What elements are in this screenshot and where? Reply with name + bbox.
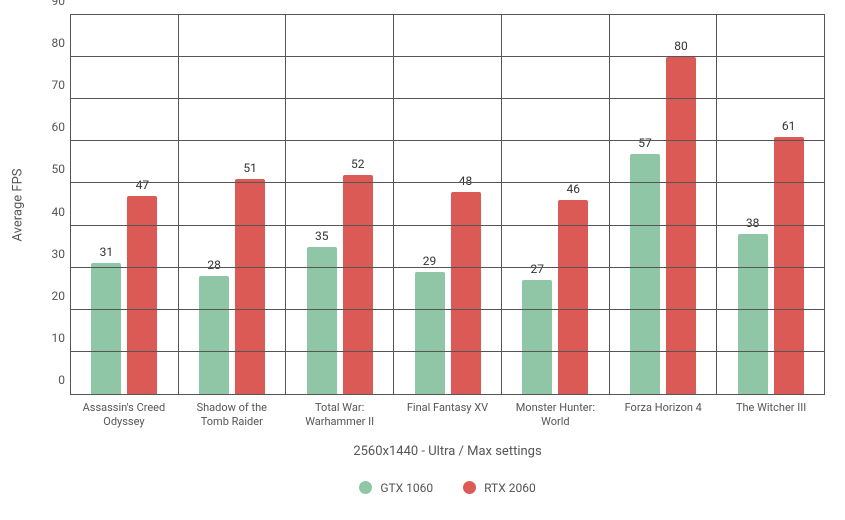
bar-value-label: 51 [243, 161, 257, 175]
x-tick-label: Forza Horizon 4 [609, 395, 717, 430]
bar: 51 [235, 179, 265, 394]
legend-label: RTX 2060 [484, 481, 536, 495]
y-tick-label: 10 [40, 331, 65, 345]
bar-value-label: 27 [530, 262, 544, 276]
x-axis-labels: Assassin's Creed OdysseyShadow of the To… [70, 395, 825, 430]
grid-line [70, 14, 825, 15]
grid-line [70, 98, 825, 99]
bar-group: 3147 [70, 15, 178, 394]
bar-value-label: 52 [351, 157, 365, 171]
y-tick-label: 30 [40, 247, 65, 261]
y-tick-label: 0 [40, 373, 65, 387]
bar: 47 [127, 196, 157, 394]
bar-group: 2948 [393, 15, 501, 394]
bar-group: 3552 [285, 15, 393, 394]
bar-group: 2746 [501, 15, 609, 394]
bar-value-label: 47 [136, 178, 150, 192]
bar-value-label: 38 [746, 216, 760, 230]
grid-line [70, 182, 825, 183]
bar-value-label: 35 [315, 229, 329, 243]
y-tick-label: 70 [40, 78, 65, 92]
legend-item: RTX 2060 [463, 481, 536, 495]
bar-value-label: 31 [100, 245, 114, 259]
y-tick-label: 80 [40, 36, 65, 50]
grid-line [70, 309, 825, 310]
y-axis-label: Average FPS [11, 168, 26, 241]
legend-item: GTX 1060 [359, 481, 433, 495]
legend-swatch [463, 481, 476, 494]
bar-value-label: 61 [782, 119, 796, 133]
bar: 61 [774, 137, 804, 394]
plot-area: 3147285135522948274657803861 01020304050… [70, 15, 825, 395]
bar-value-label: 48 [459, 174, 473, 188]
bar-groups: 3147285135522948274657803861 [70, 15, 825, 394]
x-tick-label: The Witcher III [717, 395, 825, 430]
grid-line [70, 267, 825, 268]
grid-line [70, 56, 825, 57]
x-axis-title: 2560x1440 - Ultra / Max settings [70, 444, 825, 459]
fps-bar-chart: Average FPS 3147285135522948274657803861… [0, 0, 845, 520]
bar: 80 [666, 57, 696, 394]
bar-group: 5780 [609, 15, 717, 394]
x-tick-label: Shadow of the Tomb Raider [178, 395, 286, 430]
grid-line [70, 351, 825, 352]
x-tick-label: Final Fantasy XV [394, 395, 502, 430]
bar: 48 [451, 192, 481, 394]
y-tick-label: 60 [40, 120, 65, 134]
bar-value-label: 57 [638, 136, 652, 150]
bar: 31 [91, 263, 121, 394]
legend-swatch [359, 481, 372, 494]
bar-value-label: 28 [207, 258, 221, 272]
x-tick-label: Total War: Warhammer II [286, 395, 394, 430]
bar: 35 [307, 247, 337, 394]
bar: 29 [415, 272, 445, 394]
x-tick-label: Assassin's Creed Odyssey [70, 395, 178, 430]
bar: 38 [738, 234, 768, 394]
bar: 28 [199, 276, 229, 394]
legend: GTX 1060 RTX 2060 [70, 481, 825, 495]
bar-value-label: 46 [566, 182, 580, 196]
bar: 46 [558, 200, 588, 394]
legend-label: GTX 1060 [380, 481, 433, 495]
bar-group: 3861 [716, 15, 825, 394]
bar-value-label: 80 [674, 39, 688, 53]
grid-line [70, 225, 825, 226]
x-tick-label: Monster Hunter: World [501, 395, 609, 430]
bar: 57 [630, 154, 660, 394]
y-tick-label: 50 [40, 162, 65, 176]
bar: 52 [343, 175, 373, 394]
y-tick-label: 90 [40, 0, 65, 8]
bar: 27 [522, 280, 552, 394]
y-tick-label: 40 [40, 205, 65, 219]
bar-group: 2851 [178, 15, 286, 394]
grid-line [70, 140, 825, 141]
y-tick-label: 20 [40, 289, 65, 303]
